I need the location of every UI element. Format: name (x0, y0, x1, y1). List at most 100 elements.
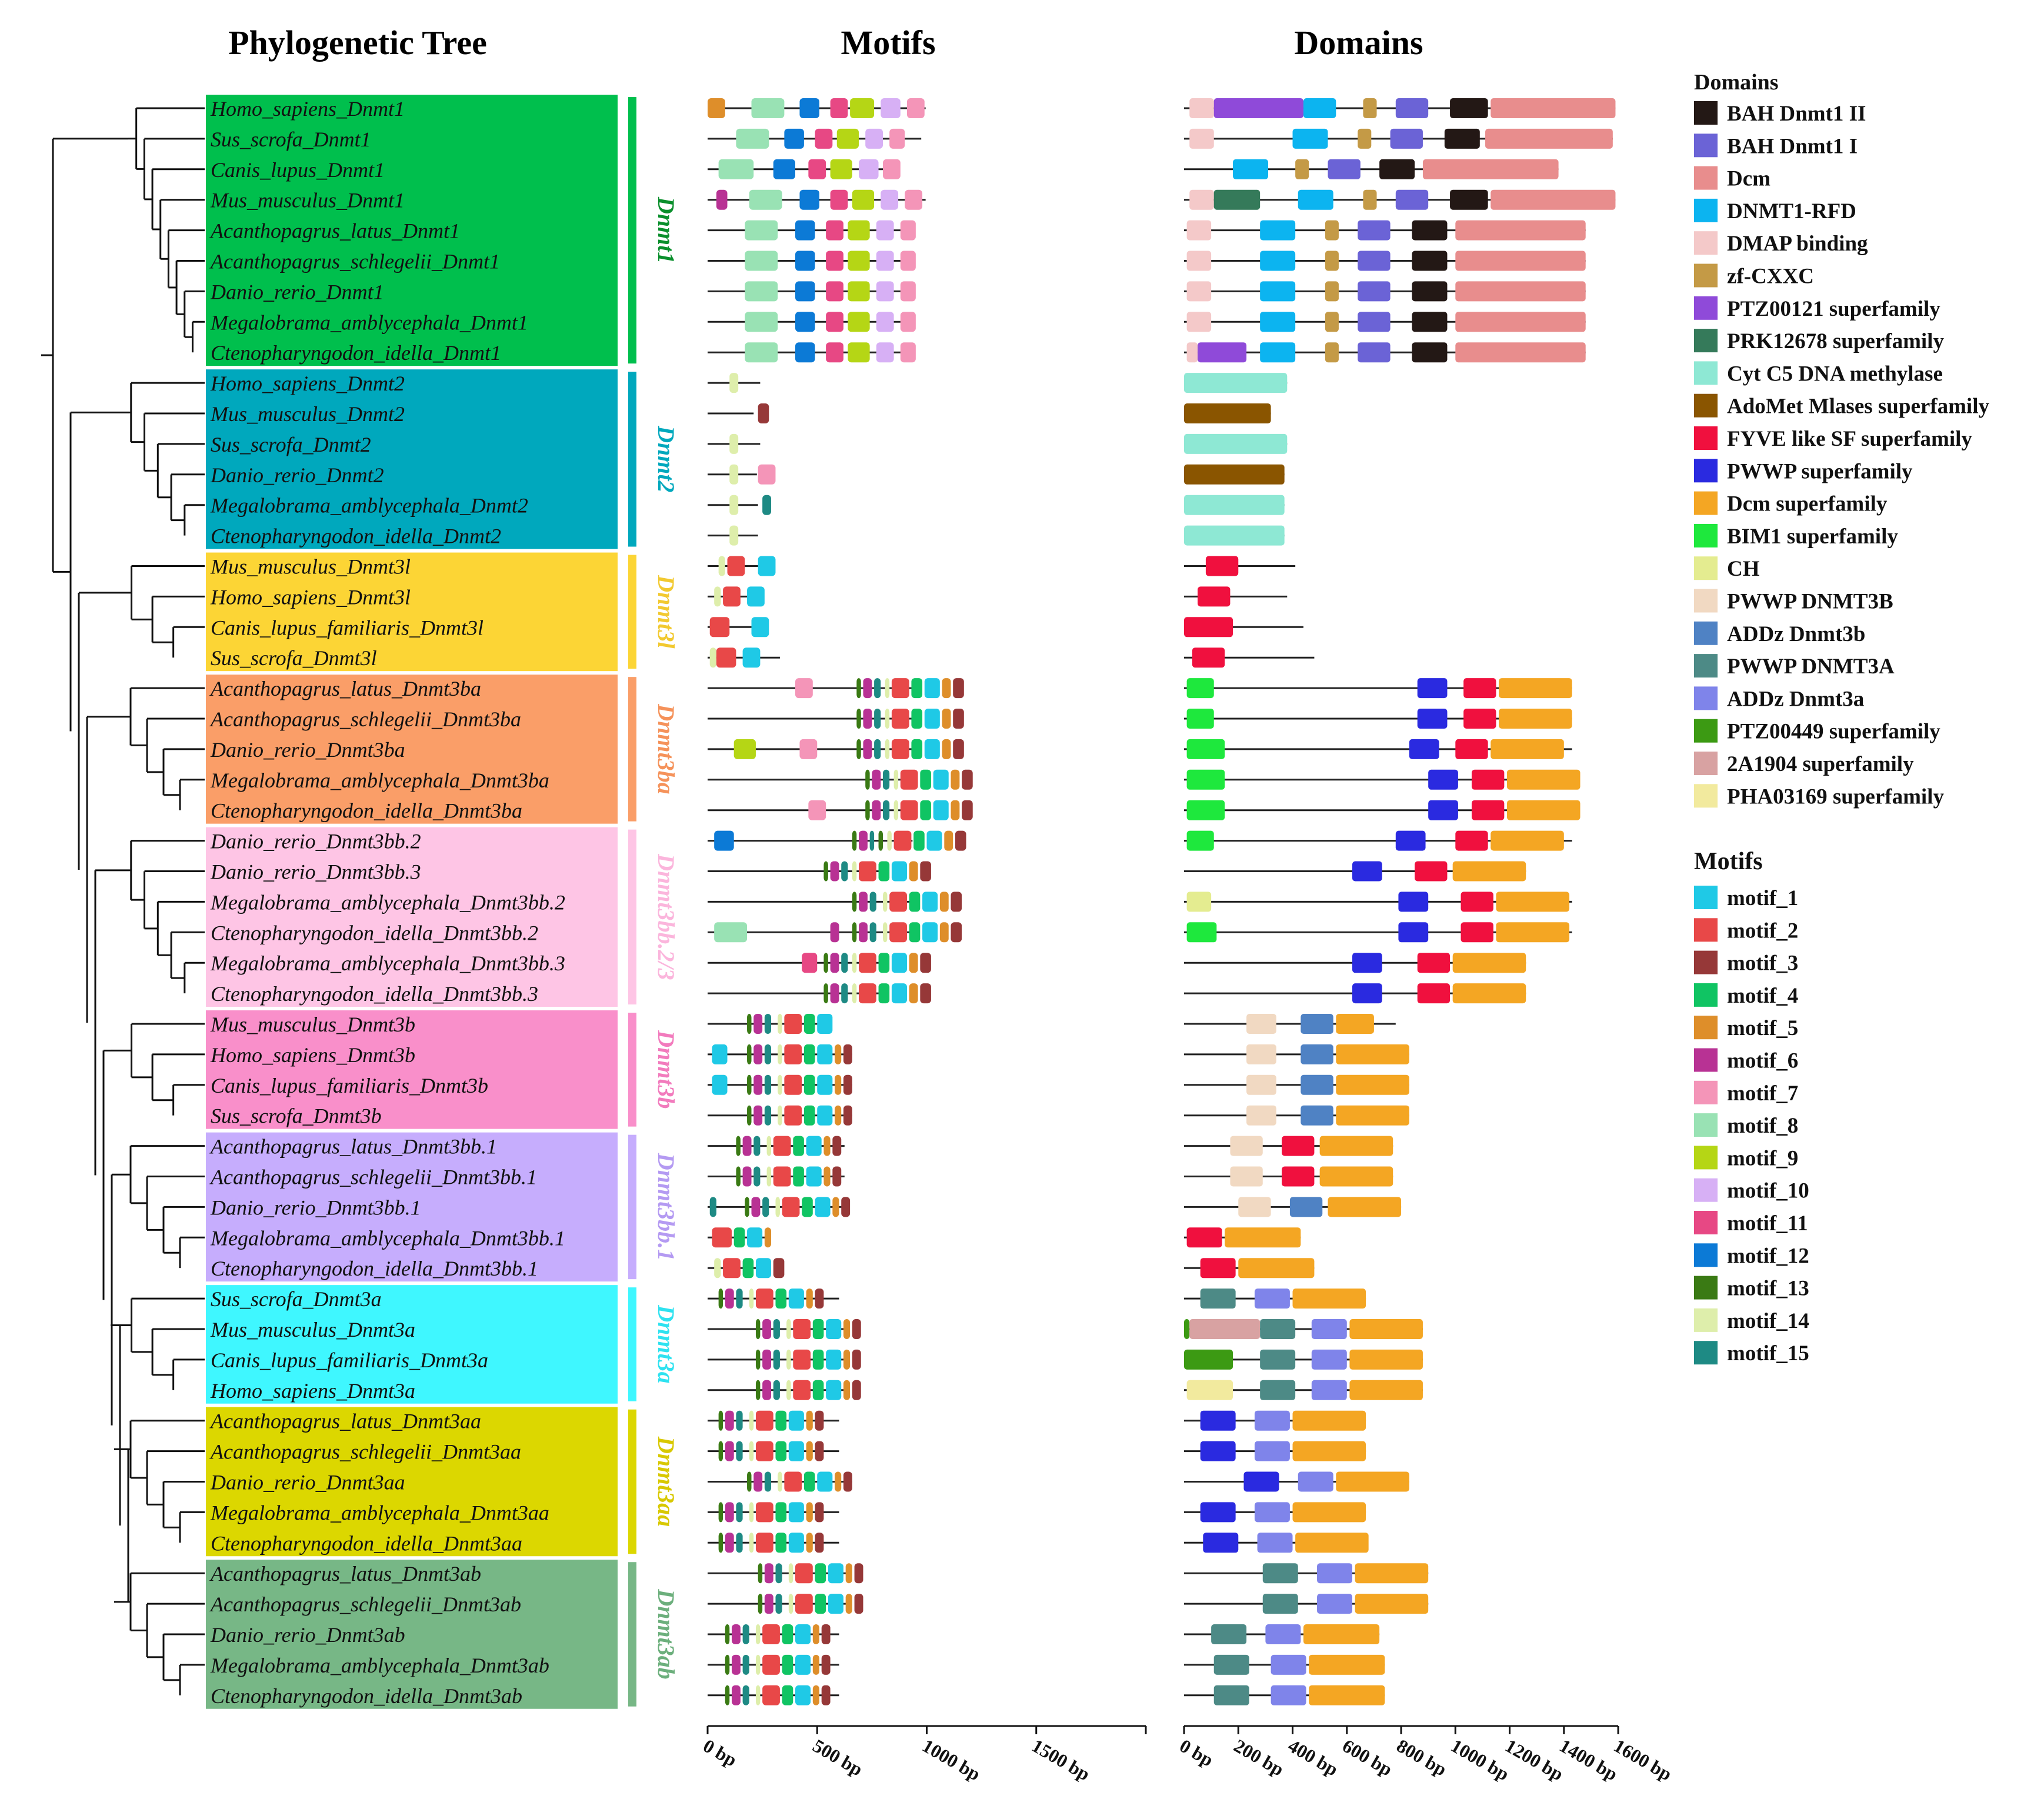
motif-1-box (795, 1685, 811, 1705)
motif-2-box (900, 769, 918, 790)
clade-bar-8 (628, 1409, 636, 1554)
motif-15-box (762, 495, 772, 515)
motif-14-box (778, 1044, 782, 1064)
motif-12-box (799, 98, 819, 118)
motif-2-box (716, 647, 736, 668)
motif-4-box (911, 709, 923, 729)
domain-box-fyve-like-sf-superfamily (1471, 800, 1505, 820)
gene-label: Ctenopharyngodon_idella_Dnmt3aa (211, 1531, 522, 1555)
domain-box-dcm-superfamily (1355, 1563, 1429, 1584)
motif-4-box (878, 983, 890, 1004)
legend-domain-label: Dcm superfamily (1727, 492, 1888, 516)
domain-box-pwwp-superfamily (1409, 739, 1439, 759)
legend-motif-swatch (1694, 1276, 1718, 1300)
domain-box-dmap-binding (1186, 312, 1212, 332)
gene-label: Danio_rerio_Dnmt3aa (210, 1471, 405, 1494)
motif-5-box (708, 98, 725, 118)
domain-box-fyve-like-sf-superfamily (1463, 709, 1496, 729)
motif-1-box (788, 1441, 804, 1461)
domain-box-addz-dnmt3a (1311, 1349, 1347, 1370)
domain-box-dcm-superfamily (1292, 1288, 1366, 1309)
domain-box-pha03169-superfamily (1186, 1380, 1233, 1400)
legend-domain-label: BIM1 superfamily (1727, 525, 1898, 549)
motif-5-box (909, 953, 918, 973)
motif-5-box (942, 709, 951, 729)
domain-box-fyve-like-sf-superfamily (1417, 983, 1451, 1004)
motif-1-box (788, 1533, 804, 1553)
clade-bar-5 (628, 1013, 636, 1127)
clade-label: Dnmt3ab (653, 1588, 679, 1679)
motif-13-box (718, 1441, 723, 1461)
legend-motifs-title: Motifs (1694, 848, 1763, 875)
domain-box-dcm (1455, 342, 1586, 363)
motif-4-box (815, 1563, 826, 1584)
motif-6-box (731, 1685, 741, 1705)
legend-motif-label: motif_3 (1727, 952, 1798, 976)
legend-motif-swatch (1694, 1080, 1718, 1104)
motif-5-box (909, 861, 918, 882)
motif-2-box (762, 1624, 780, 1644)
legend-domain-swatch (1694, 719, 1718, 743)
domain-box-dmap-binding (1186, 220, 1212, 241)
legend-domain-label: zf-CXXC (1727, 265, 1814, 289)
motif-12-box (784, 128, 804, 149)
motif-3-box (832, 1166, 842, 1187)
domain-axis-label: 1600 bp (1610, 1735, 1676, 1785)
motif-4-box (793, 1136, 804, 1156)
motif-1-box (788, 1288, 804, 1309)
domain-box-dcm-superfamily (1225, 1227, 1301, 1248)
domain-box-bah-dnmt1-i (1358, 220, 1391, 241)
gene-label: Mus_musculus_Dnmt2 (210, 402, 405, 426)
domain-box-dmap-binding (1189, 189, 1214, 210)
domain-box-zf-cxxc (1325, 251, 1339, 271)
motif-5-box (939, 922, 949, 943)
legend-domain-swatch (1694, 491, 1718, 515)
motif-11-box (808, 159, 826, 179)
gene-label: Danio_rerio_Dnmt3ab (210, 1623, 405, 1647)
domain-box-bah-dnmt1-ii (1412, 281, 1448, 302)
motif-15-box (736, 1410, 743, 1431)
motif-11-box (826, 281, 843, 302)
domain-box-dcm-superfamily (1319, 1136, 1393, 1156)
legend-domain-swatch (1694, 296, 1718, 320)
motif-6-box (742, 1166, 752, 1187)
legend-domain-swatch (1694, 459, 1718, 483)
domain-axis-label: 200 bp (1231, 1735, 1288, 1780)
legend-domain-swatch (1694, 654, 1718, 678)
domain-box-dcm (1455, 281, 1586, 302)
legend-domain-label: DMAP binding (1727, 232, 1868, 256)
motif-2-box (755, 1441, 773, 1461)
motif-5-box (812, 1654, 819, 1675)
motif-2-box (795, 1563, 813, 1584)
domain-box-adomet-mlases-superfamily (1184, 464, 1285, 485)
domain-box-pwwp-dnmt3a (1213, 1654, 1249, 1675)
motif-2-box (793, 1319, 811, 1339)
motif-15-box (869, 922, 876, 943)
legend-domain-label: BAH Dnmt1 I (1727, 134, 1858, 158)
gene-label: Acanthopagrus_latus_Dnmt3aa (209, 1410, 481, 1433)
domain-box-addz-dnmt3a (1271, 1685, 1306, 1705)
motif-14-box (887, 830, 892, 851)
motif-15-box (841, 861, 848, 882)
motif-6-box (830, 953, 839, 973)
domain-box-dcm-superfamily (1506, 800, 1580, 820)
domain-box-bah-dnmt1-i (1395, 98, 1429, 118)
motif-1-box (817, 1014, 833, 1034)
motif-10-box (876, 251, 894, 271)
gene-label: Mus_musculus_Dnmt3l (210, 555, 411, 579)
motif-1-box (758, 556, 776, 576)
gene-label: Homo_sapiens_Dnmt3b (210, 1043, 415, 1067)
motif-1-box (826, 1380, 842, 1400)
legend-motif-label: motif_2 (1727, 919, 1798, 943)
motif-1-box (924, 709, 940, 729)
motif-13-box (747, 1044, 752, 1064)
domain-box-pwwp-dnmt3b (1238, 1197, 1271, 1217)
motif-6-box (725, 1441, 734, 1461)
gene-label: Ctenopharyngodon_idella_Dnmt3bb.3 (211, 982, 538, 1006)
motif-6-box (863, 678, 872, 699)
domain-box-dmap-binding (1186, 251, 1212, 271)
motif-13-box (823, 861, 828, 882)
motif-9-box (848, 312, 870, 332)
motif-4-box (913, 830, 925, 851)
gene-label: Acanthopagrus_schlegelii_Dnmt1 (209, 250, 500, 273)
